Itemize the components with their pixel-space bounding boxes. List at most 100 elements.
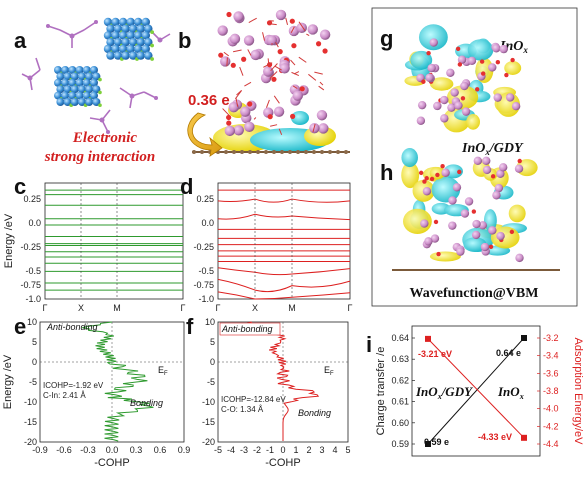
atom-in [75,66,84,74]
xticks-e: -0.9 -0.6 -0.3 0.0 0.3 0.6 0.9 [32,445,190,455]
bond [263,62,273,68]
lobe-negative [431,176,461,203]
atom-o [471,209,477,214]
kpoint-d-0: Γ [216,303,221,313]
atom-in [420,219,429,228]
atom-c [296,150,300,154]
ytick-f-1: 5 [210,337,215,347]
ytick-i-right-0: -3.2 [543,333,559,343]
wavefunction-label: Wavefunction@VBM [410,286,539,301]
atom-in [103,31,113,40]
xtick-e-4: 0.3 [130,445,143,455]
ytick-d-4: -0.75 [193,280,214,290]
gdy-nodes [27,20,163,134]
ytick-i-left-0: 0.64 [391,333,409,343]
bond [274,65,282,71]
atom-c [248,150,252,154]
atom-in [496,169,505,178]
ytick-f-3: -5 [207,377,215,387]
atom-o [424,176,429,181]
xtick-e-2: -0.3 [80,445,96,455]
kpoint-d-3: Γ [348,303,353,313]
panel-b: b 0.36 e [178,9,350,157]
ytick-e-0: 10 [27,317,37,327]
atom-in [454,101,463,110]
atom-in [273,106,285,117]
atom-o [226,114,232,121]
atom-in [440,95,449,105]
atom-in [129,37,138,47]
bond [291,71,300,77]
atom-in [447,103,456,112]
atom-in [103,17,113,27]
bond [268,23,277,26]
icohp-e: ICOHP=-1.92 eV [43,381,104,390]
bond [223,51,230,57]
panel-f: f Anti-bonding Bonding EF ICOHP=-12.84 e… [186,314,351,469]
ytick-e-1: 5 [32,337,37,347]
atom-in [457,55,467,64]
yticks-c: 0.25 0.0 -0.25 -0.5 -0.75 -1.0 [20,194,41,304]
xtick-f-10: 5 [345,445,350,455]
bond [292,85,298,89]
atom-c [336,150,340,154]
atom-c [232,150,236,154]
xtick-f-2: -3 [240,445,248,455]
ytick-i-right-3: -3.8 [543,386,559,396]
panel-label-f: f [186,314,194,339]
xlabel-f: -COHP [265,457,300,469]
lobe-positive [430,77,454,91]
lobe-positive [504,61,522,75]
atom-o [218,52,224,58]
atom-in [279,63,290,74]
atom-in [296,22,307,34]
atom-in [448,221,457,230]
atom-in [111,17,120,27]
panel-label-e: e [14,314,26,339]
xtick-f-8: 3 [319,445,324,455]
label-059: 0.59 e [424,437,449,447]
ytick-e-3: -5 [29,377,37,387]
atom-in [144,51,153,60]
atom-c [264,150,268,154]
atom-in [319,29,331,40]
atom-c [288,150,292,154]
atom-in [113,37,123,47]
atom-o [271,76,277,82]
ytick-d-0: 0.25 [196,194,214,204]
label-321: -3.21 eV [418,349,452,359]
kpoint-c-0: Γ [43,303,48,313]
atom-in [417,100,427,110]
atom-in [488,63,497,72]
atom-o [421,79,426,84]
kpoint-c-2: M [113,303,121,313]
atom-in [480,242,490,252]
ytick-f-5: -15 [202,417,215,427]
atom-o [98,103,102,107]
ytick-i-right-4: -4.0 [543,404,559,414]
caption-line-2: strong interaction [44,149,155,165]
kpoint-d-1: X [252,303,258,313]
ytick-i-left-1: 0.63 [391,354,409,364]
atom-o [455,46,461,52]
bond [253,117,257,120]
atom-o [315,41,322,47]
atom-in [103,44,113,54]
atom-o [479,59,485,64]
atom-in [450,88,459,97]
lobe-negative [410,50,433,70]
atom-in [141,44,150,54]
atom-in [56,72,65,81]
atom-o [277,49,283,55]
fermi-label-f: EF [324,365,334,377]
bond [298,56,307,63]
atom-in [54,78,62,87]
atom-c [320,150,324,154]
band-d-curve-3 [217,278,351,293]
xtick-f-9: 4 [332,445,337,455]
atom-in [422,187,432,196]
atom-o [226,120,232,126]
ytick-i-left-4: 0.60 [391,418,409,428]
bond [319,81,324,86]
